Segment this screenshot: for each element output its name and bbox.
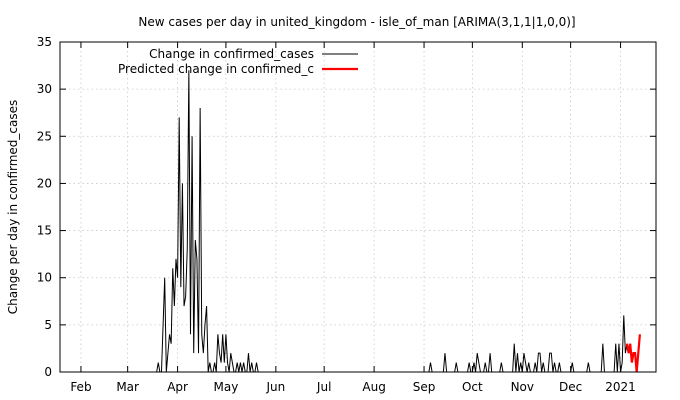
series-line-confirmed-cases <box>60 70 628 373</box>
x-tick-label: Oct <box>462 380 483 394</box>
y-tick-label: 10 <box>37 271 52 285</box>
x-axis: Feb Mar Apr May Jun Jul Aug Sep Oct Nov Dec 2021 <box>70 42 636 394</box>
x-tick-label: Jul <box>316 380 331 394</box>
legend-label: Predicted change in confirmed_c <box>118 62 314 76</box>
x-tick-label: Aug <box>362 380 385 394</box>
grid <box>60 42 656 372</box>
x-tick-label: Feb <box>70 380 91 394</box>
x-tick-label: May <box>214 380 239 394</box>
x-tick-label: Mar <box>116 380 139 394</box>
x-tick-label: 2021 <box>605 380 636 394</box>
plot-frame <box>59 41 657 373</box>
y-axis: 0 5 10 15 20 25 30 35 <box>37 35 656 379</box>
y-tick-label: 0 <box>44 365 52 379</box>
y-tick-label: 30 <box>37 82 52 96</box>
y-tick-label: 20 <box>37 176 52 190</box>
y-axis-label: Change per day in confirmed_cases <box>6 100 20 315</box>
legend-label: Change in confirmed_cases <box>149 47 314 61</box>
series-line-predicted <box>625 334 641 373</box>
x-tick-label: Sep <box>413 380 436 394</box>
y-tick-label: 15 <box>37 224 52 238</box>
y-tick-label: 5 <box>44 318 52 332</box>
x-tick-label: Dec <box>559 380 582 394</box>
x-tick-label: Jun <box>265 380 285 394</box>
x-tick-label: Apr <box>167 380 188 394</box>
x-tick-label: Nov <box>511 380 534 394</box>
chart-title: New cases per day in united_kingdom - is… <box>138 15 575 29</box>
y-tick-label: 25 <box>37 129 52 143</box>
series-layer <box>60 70 641 373</box>
y-tick-label: 35 <box>37 35 52 49</box>
